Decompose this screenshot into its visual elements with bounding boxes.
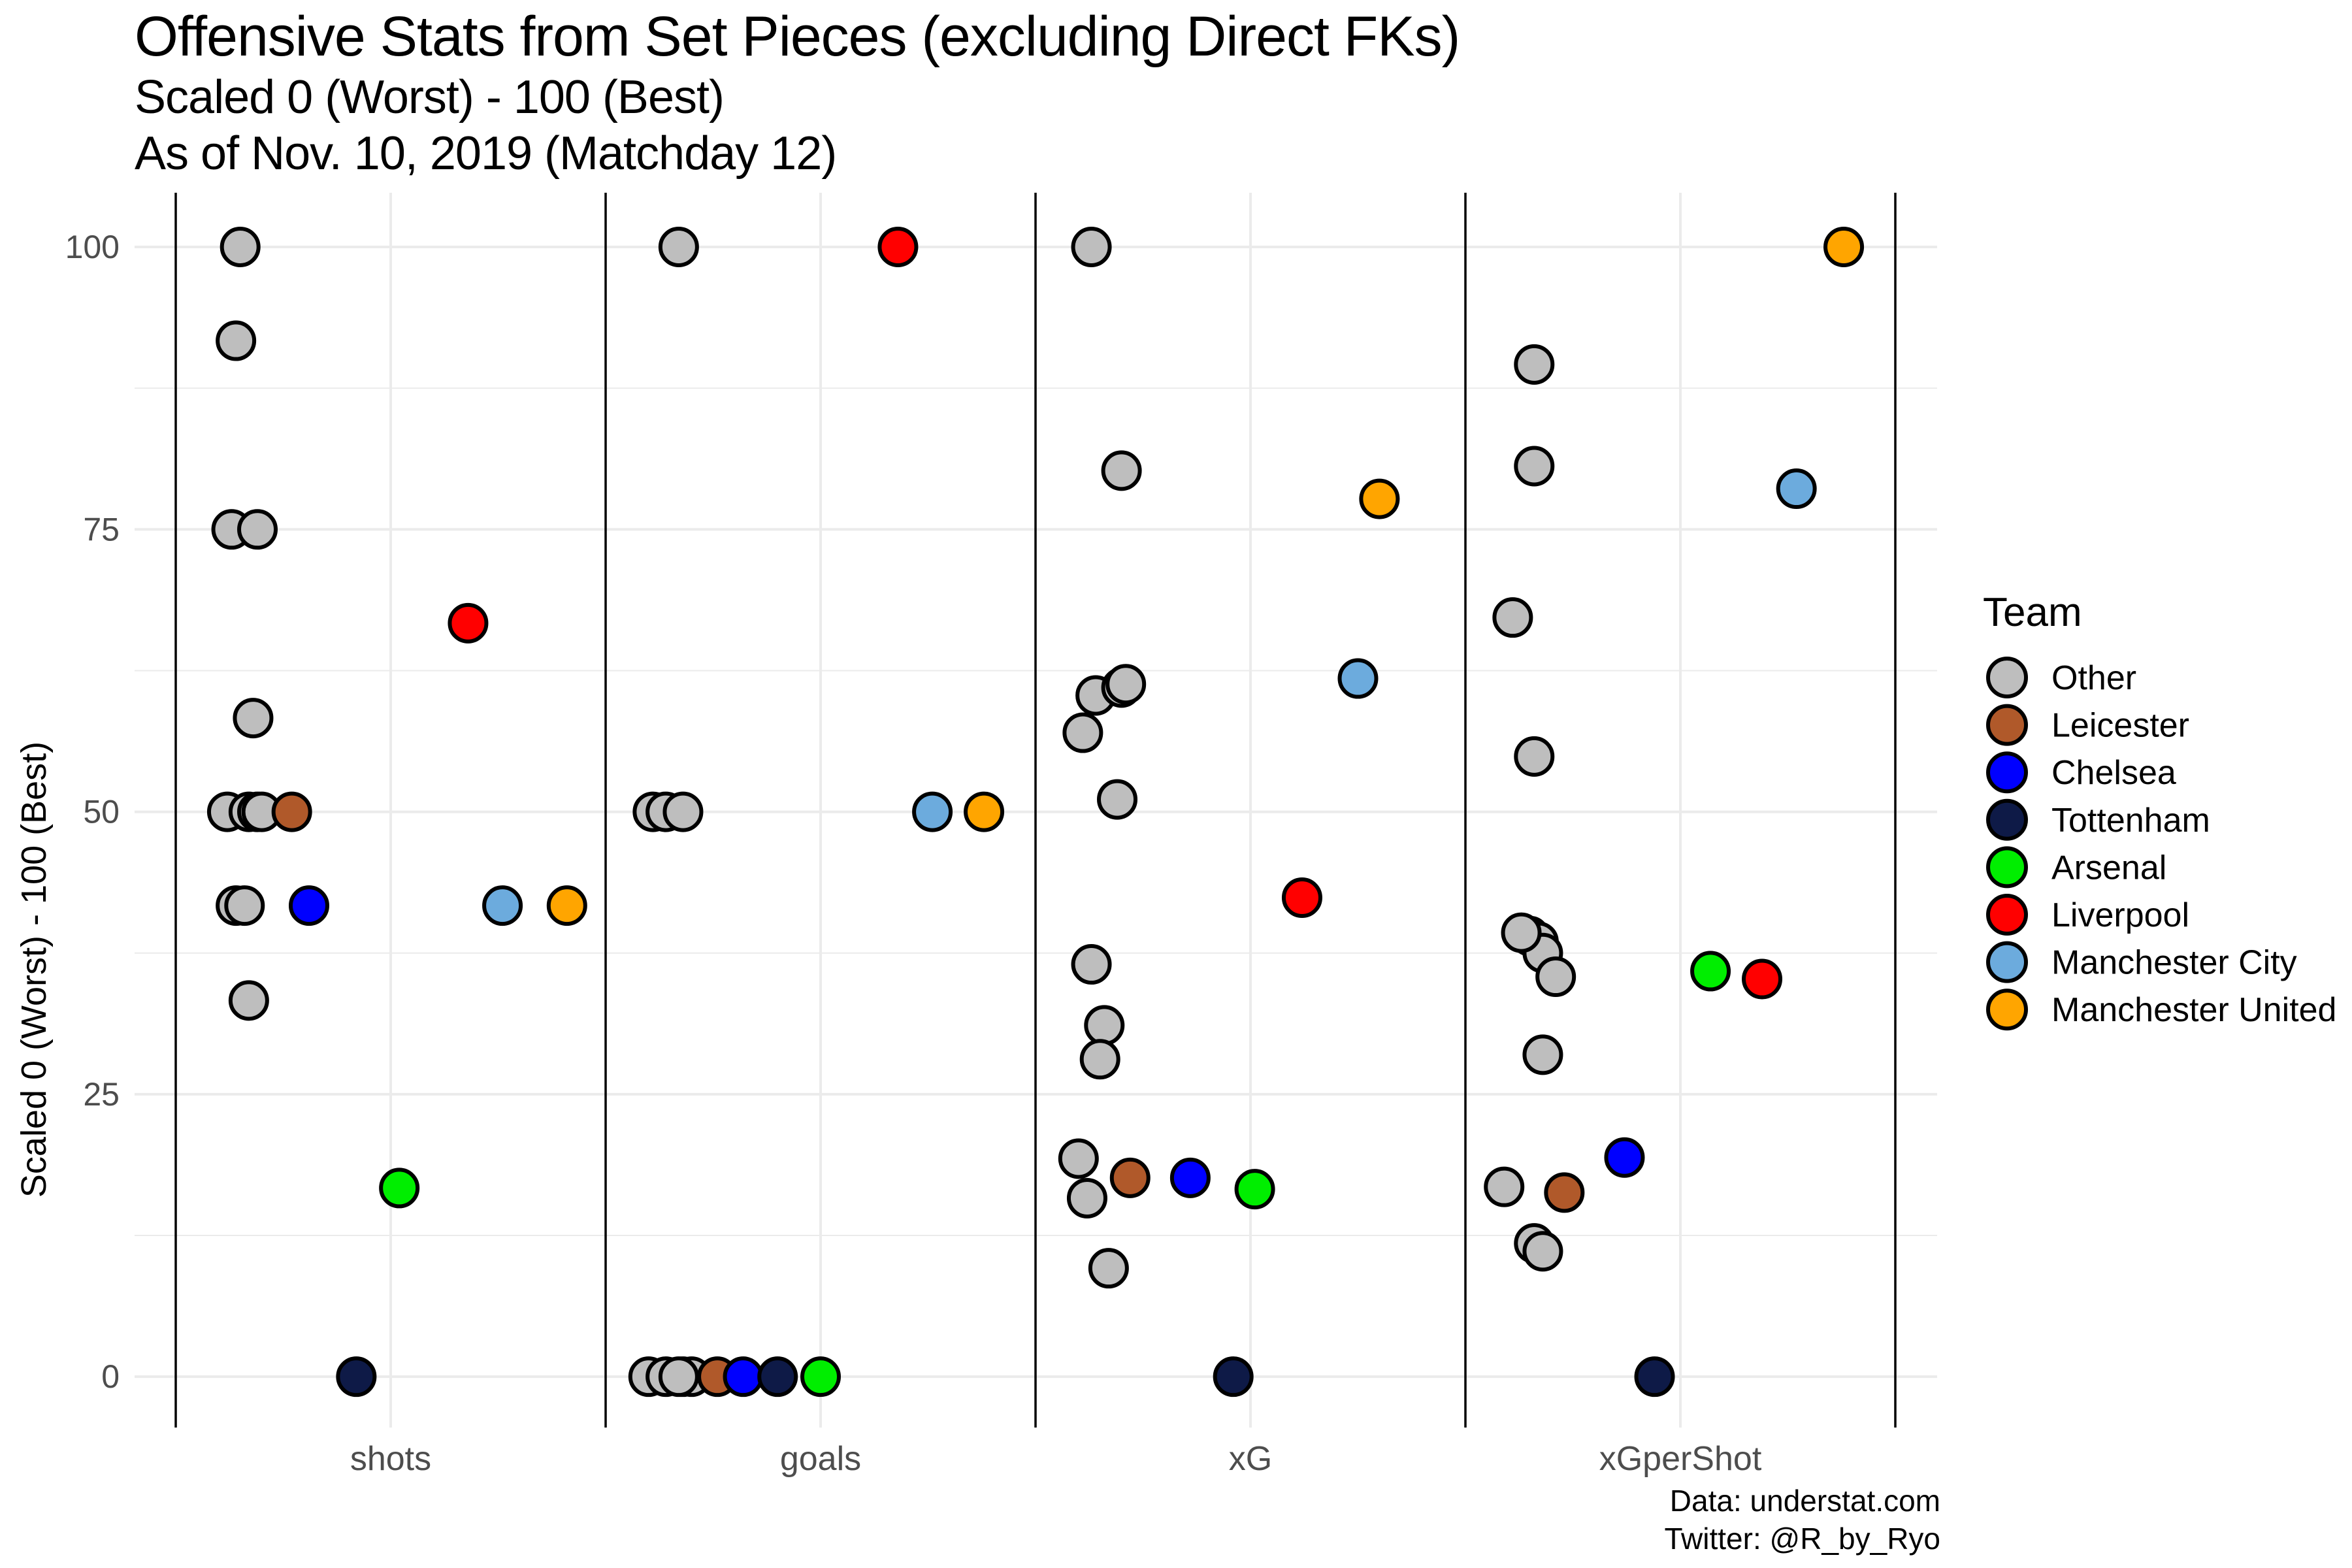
data-points: [206, 227, 1865, 1397]
data-point: [1062, 712, 1103, 753]
panel-separators: [174, 193, 1897, 1428]
data-point: [288, 885, 329, 926]
x-tick-label: goals: [780, 1440, 861, 1478]
legend-swatch: [1986, 988, 2028, 1031]
legend-label: Manchester City: [2051, 944, 2297, 982]
data-point: [964, 791, 1005, 832]
legend-title: Team: [1983, 590, 2082, 635]
y-tick-label: 25: [83, 1076, 120, 1113]
data-point: [1535, 956, 1576, 998]
legend-label: Leicester: [2051, 707, 2189, 745]
data-point: [723, 1356, 764, 1397]
legend-swatch: [1986, 846, 2028, 889]
y-tick-label: 0: [101, 1358, 120, 1395]
y-axis-label: Scaled 0 (Worst) - 100 (Best): [14, 742, 54, 1198]
legend-swatch: [1986, 798, 2028, 841]
y-tick-label: 50: [83, 794, 120, 830]
data-point: [1169, 1157, 1211, 1198]
data-point: [482, 885, 523, 926]
data-point: [1522, 1231, 1563, 1272]
legend-label: Manchester United: [2051, 991, 2336, 1029]
legend-label: Chelsea: [2051, 754, 2176, 792]
caption: Data: understat.com Twitter: @R_by_Ryo: [1665, 1482, 1941, 1558]
data-point: [1101, 450, 1142, 491]
data-point: [1514, 446, 1555, 487]
chart-subtitle-date: As of Nov. 10, 2019 (Matchday 12): [135, 127, 837, 180]
data-point: [1213, 1356, 1254, 1397]
y-axis-ticks: 0 25 50 75 100: [65, 229, 120, 1395]
caption-twitter: Twitter: @R_by_Ryo: [1664, 1522, 1941, 1556]
data-point: [912, 791, 953, 832]
data-point: [1359, 478, 1400, 519]
data-point: [224, 885, 265, 926]
y-tick-label: 100: [65, 229, 120, 265]
data-point: [1742, 958, 1783, 1000]
data-point: [662, 791, 704, 832]
data-point: [1522, 1034, 1563, 1075]
data-point: [1492, 597, 1533, 638]
data-point: [1071, 227, 1112, 268]
legend: Team Other Leicester Chelsea Tottenham Arsen…: [1983, 590, 2336, 1031]
data-point: [1690, 951, 1731, 992]
title-block: Offensive Stats from Set Pieces (excludi…: [135, 4, 1460, 182]
chart-subtitle-scale: Scaled 0 (Worst) - 100 (Best): [135, 71, 725, 123]
x-tick-label: xGperShot: [1599, 1440, 1762, 1478]
data-point: [1604, 1137, 1645, 1178]
data-point: [1084, 1005, 1125, 1046]
data-point: [233, 698, 274, 739]
data-point: [1337, 658, 1379, 699]
legend-swatch: [1986, 751, 2028, 794]
data-point: [1514, 344, 1555, 385]
data-point: [1066, 1177, 1107, 1218]
data-point: [1776, 468, 1817, 510]
data-point: [1088, 1248, 1129, 1289]
data-point: [1234, 1169, 1275, 1210]
legend-swatch: [1986, 941, 2028, 983]
legend-label: Other: [2051, 659, 2136, 697]
data-point: [228, 980, 269, 1021]
data-point: [1097, 779, 1138, 820]
data-point: [1079, 1039, 1120, 1080]
legend-swatch: [1986, 894, 2028, 936]
data-point: [658, 1356, 699, 1397]
data-point: [1514, 736, 1555, 777]
data-point: [1634, 1356, 1675, 1397]
y-tick-label: 75: [83, 511, 120, 547]
data-point: [1823, 227, 1865, 268]
data-point: [448, 602, 489, 644]
chart-title: Offensive Stats from Set Pieces (excludi…: [135, 5, 1460, 68]
x-tick-label: xG: [1229, 1440, 1272, 1478]
data-point: [800, 1356, 841, 1397]
data-point: [877, 227, 919, 268]
data-point: [546, 885, 587, 926]
data-point: [379, 1168, 420, 1209]
legend-swatch: [1986, 657, 2028, 698]
legend-label: Tottenham: [2051, 802, 2210, 840]
data-point: [1501, 912, 1542, 953]
x-tick-label: shots: [350, 1440, 431, 1478]
data-point: [237, 509, 278, 550]
x-axis-ticks: shots goals xG xGperShot: [350, 1440, 1762, 1478]
data-point: [1281, 877, 1322, 919]
legend-label: Arsenal: [2051, 849, 2166, 887]
data-point: [220, 227, 261, 268]
data-point: [1105, 664, 1147, 705]
data-point: [271, 791, 312, 832]
data-point: [1484, 1166, 1525, 1207]
data-point: [1109, 1157, 1151, 1198]
data-point: [1544, 1172, 1585, 1213]
data-point: [216, 320, 257, 361]
legend-swatch: [1986, 704, 2028, 746]
caption-source: Data: understat.com: [1669, 1484, 1940, 1518]
data-point: [1058, 1138, 1099, 1179]
data-point: [757, 1356, 798, 1397]
data-point: [658, 227, 699, 268]
data-point: [1071, 944, 1112, 985]
legend-label: Liverpool: [2051, 896, 2189, 934]
data-point: [336, 1356, 377, 1397]
